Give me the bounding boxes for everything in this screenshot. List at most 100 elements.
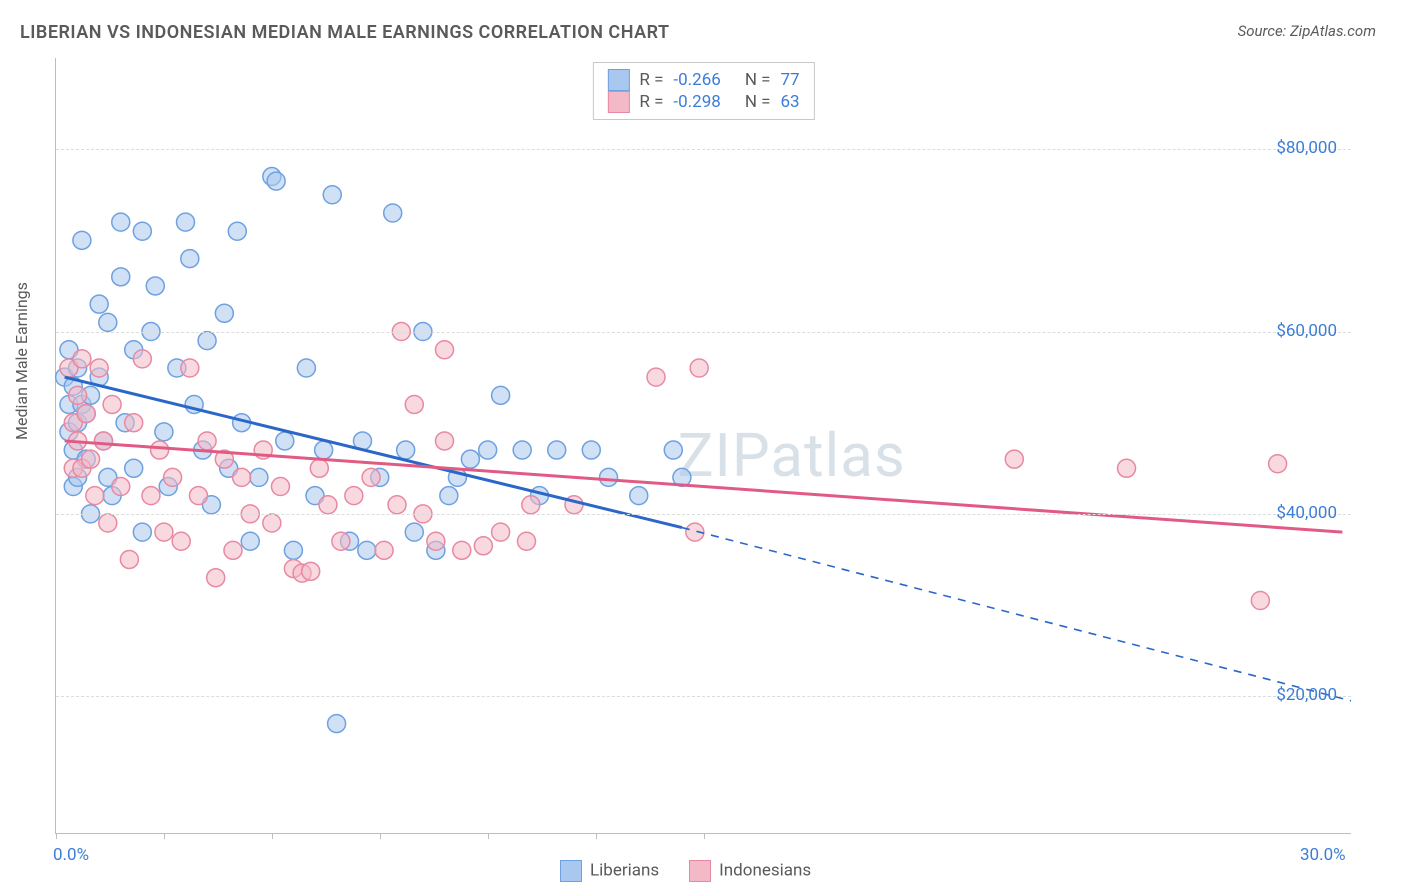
data-point [375,541,393,559]
data-point [146,277,164,295]
data-point [630,487,648,505]
y-tick-label: $80,000 [1276,138,1337,158]
data-point [302,562,320,580]
legend-swatch [689,860,711,882]
data-point [362,468,380,486]
x-tick-mark [272,833,273,839]
data-point [155,523,173,541]
data-point [310,459,328,477]
legend-series-name: Liberians [590,860,659,880]
data-point [181,250,199,268]
data-point [120,550,138,568]
data-point [142,487,160,505]
data-point [177,213,195,231]
legend-swatch [607,69,629,91]
data-point [164,468,182,486]
source-credit: Source: ZipAtlas.com [1238,22,1376,40]
data-point [427,532,445,550]
chart-title: LIBERIAN VS INDONESIAN MEDIAN MALE EARNI… [20,22,670,43]
x-tick-mark [164,833,165,839]
data-point [284,541,302,559]
data-point [492,386,510,404]
legend-n-value: 63 [781,92,800,112]
data-point [522,496,540,514]
legend-item: Liberians [560,860,659,882]
data-point [453,541,471,559]
legend-n-label: N = [745,70,771,90]
data-point [198,332,216,350]
data-point [690,359,708,377]
data-point [250,468,268,486]
data-point [664,441,682,459]
x-tick-mark [380,833,381,839]
data-point [518,532,536,550]
legend-series-name: Indonesians [719,860,811,880]
data-point [358,541,376,559]
legend-r-value: -0.298 [673,92,720,112]
gridline [56,514,1351,515]
data-point [297,359,315,377]
data-point [345,487,363,505]
data-point [103,395,121,413]
data-point [271,478,289,496]
legend-row: R = -0.266N = 77 [607,69,799,91]
data-point [474,537,492,555]
data-point [94,432,112,450]
data-point [647,368,665,386]
data-point [461,450,479,468]
data-point [112,268,130,286]
data-point [90,295,108,313]
x-tick-mark [704,833,705,839]
data-point [405,395,423,413]
data-point [155,423,173,441]
trend-line-extrapolated [682,528,1351,701]
data-point [82,450,100,468]
legend-row: R = -0.298N = 63 [607,91,799,113]
data-point [600,468,618,486]
legend-item: Indonesians [689,860,811,882]
data-point [436,432,454,450]
data-point [328,715,346,733]
plot-svg [56,58,1351,833]
data-point [181,359,199,377]
data-point [513,441,531,459]
data-point [233,468,251,486]
data-point [397,441,415,459]
data-point [73,231,91,249]
data-point [125,414,143,432]
data-point [77,405,95,423]
legend-n-value: 77 [781,70,800,90]
data-point [440,487,458,505]
data-point [133,523,151,541]
data-point [315,441,333,459]
data-point [436,341,454,359]
data-point [1118,459,1136,477]
data-point [319,496,337,514]
data-point [1269,455,1287,473]
data-point [99,514,117,532]
data-point [384,204,402,222]
gridline [56,696,1351,697]
legend-r-label: R = [639,70,663,90]
data-point [172,532,190,550]
data-point [112,213,130,231]
scatter-plot: ZIPatlas R = -0.266N = 77R = -0.298N = 6… [55,58,1351,834]
gridline [56,332,1351,333]
data-point [267,172,285,190]
legend-swatch [607,91,629,113]
y-tick-label: $60,000 [1276,321,1337,341]
correlation-legend: R = -0.266N = 77R = -0.298N = 63 [592,62,814,120]
data-point [86,487,104,505]
x-tick-label-left: 0.0% [53,845,89,865]
data-point [405,523,423,541]
data-point [323,186,341,204]
data-point [263,514,281,532]
series-legend: Liberians Indonesians [560,860,811,882]
data-point [1005,450,1023,468]
x-tick-mark [488,833,489,839]
data-point [133,222,151,240]
data-point [228,222,246,240]
y-axis-label: Median Male Earnings [12,282,31,440]
data-point [388,496,406,514]
data-point [582,441,600,459]
